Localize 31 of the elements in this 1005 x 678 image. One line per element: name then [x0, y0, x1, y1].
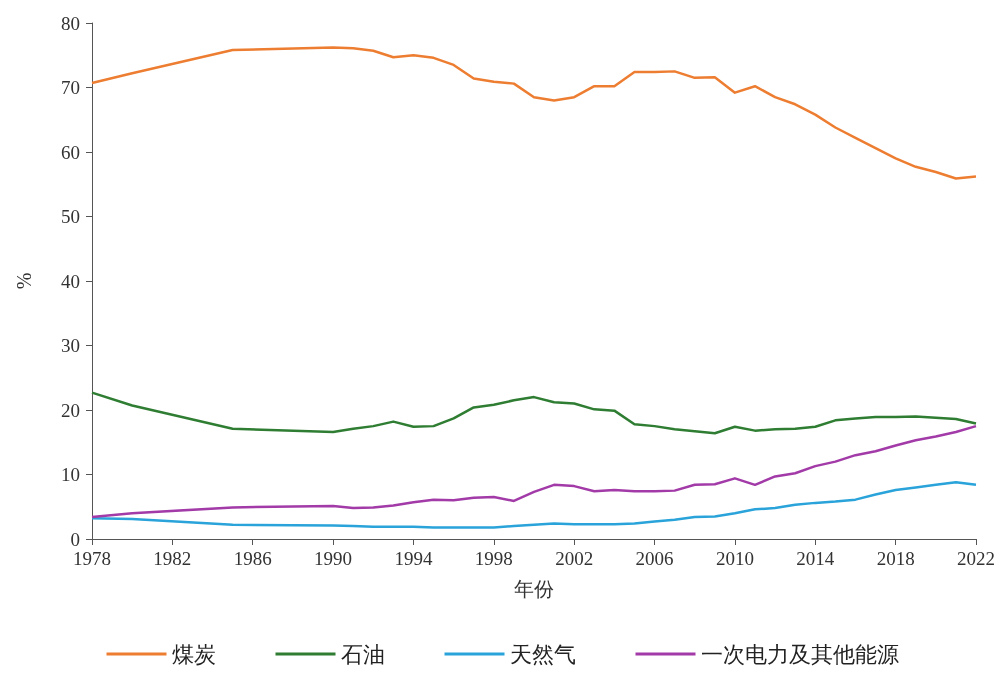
legend-label: 煤炭 [171, 641, 216, 667]
x-tick-label: 2002 [555, 548, 594, 569]
legend-label: 石油 [340, 641, 385, 667]
y-tick-label: 20 [61, 399, 80, 421]
y-tick-label: 0 [70, 528, 80, 550]
y-tick-label: 50 [61, 206, 80, 227]
x-tick-label: 1986 [233, 548, 272, 569]
y-tick-label: 10 [61, 464, 80, 485]
line-series [90, 480, 978, 529]
x-tick-label: 2006 [635, 548, 674, 569]
legend-label: 天然气 [509, 641, 576, 667]
y-tick-label: 60 [61, 141, 80, 163]
x-tick-label: 2010 [715, 548, 754, 569]
y-tick-label: 80 [61, 12, 80, 34]
x-axis-title: 年份 [514, 577, 554, 601]
y-axis-title: % [13, 272, 35, 290]
x-tick-label: 1994 [394, 548, 433, 569]
x-tick-label: 2014 [796, 548, 835, 569]
x-tick-label: 2022 [957, 548, 995, 569]
y-tick-label: 40 [61, 270, 80, 292]
y-tick-label: 70 [61, 77, 80, 98]
x-tick-label: 1982 [153, 548, 192, 569]
line-series [90, 391, 978, 435]
line-series [90, 424, 978, 519]
legend-label: 一次电力及其他能源 [700, 641, 899, 667]
x-tick-label: 1990 [314, 548, 353, 569]
x-tick-label: 1978 [73, 548, 111, 569]
line-series [90, 46, 978, 180]
y-tick-label: 30 [61, 335, 80, 356]
x-tick-label: 1998 [474, 548, 513, 569]
x-tick-label: 2018 [876, 548, 915, 569]
